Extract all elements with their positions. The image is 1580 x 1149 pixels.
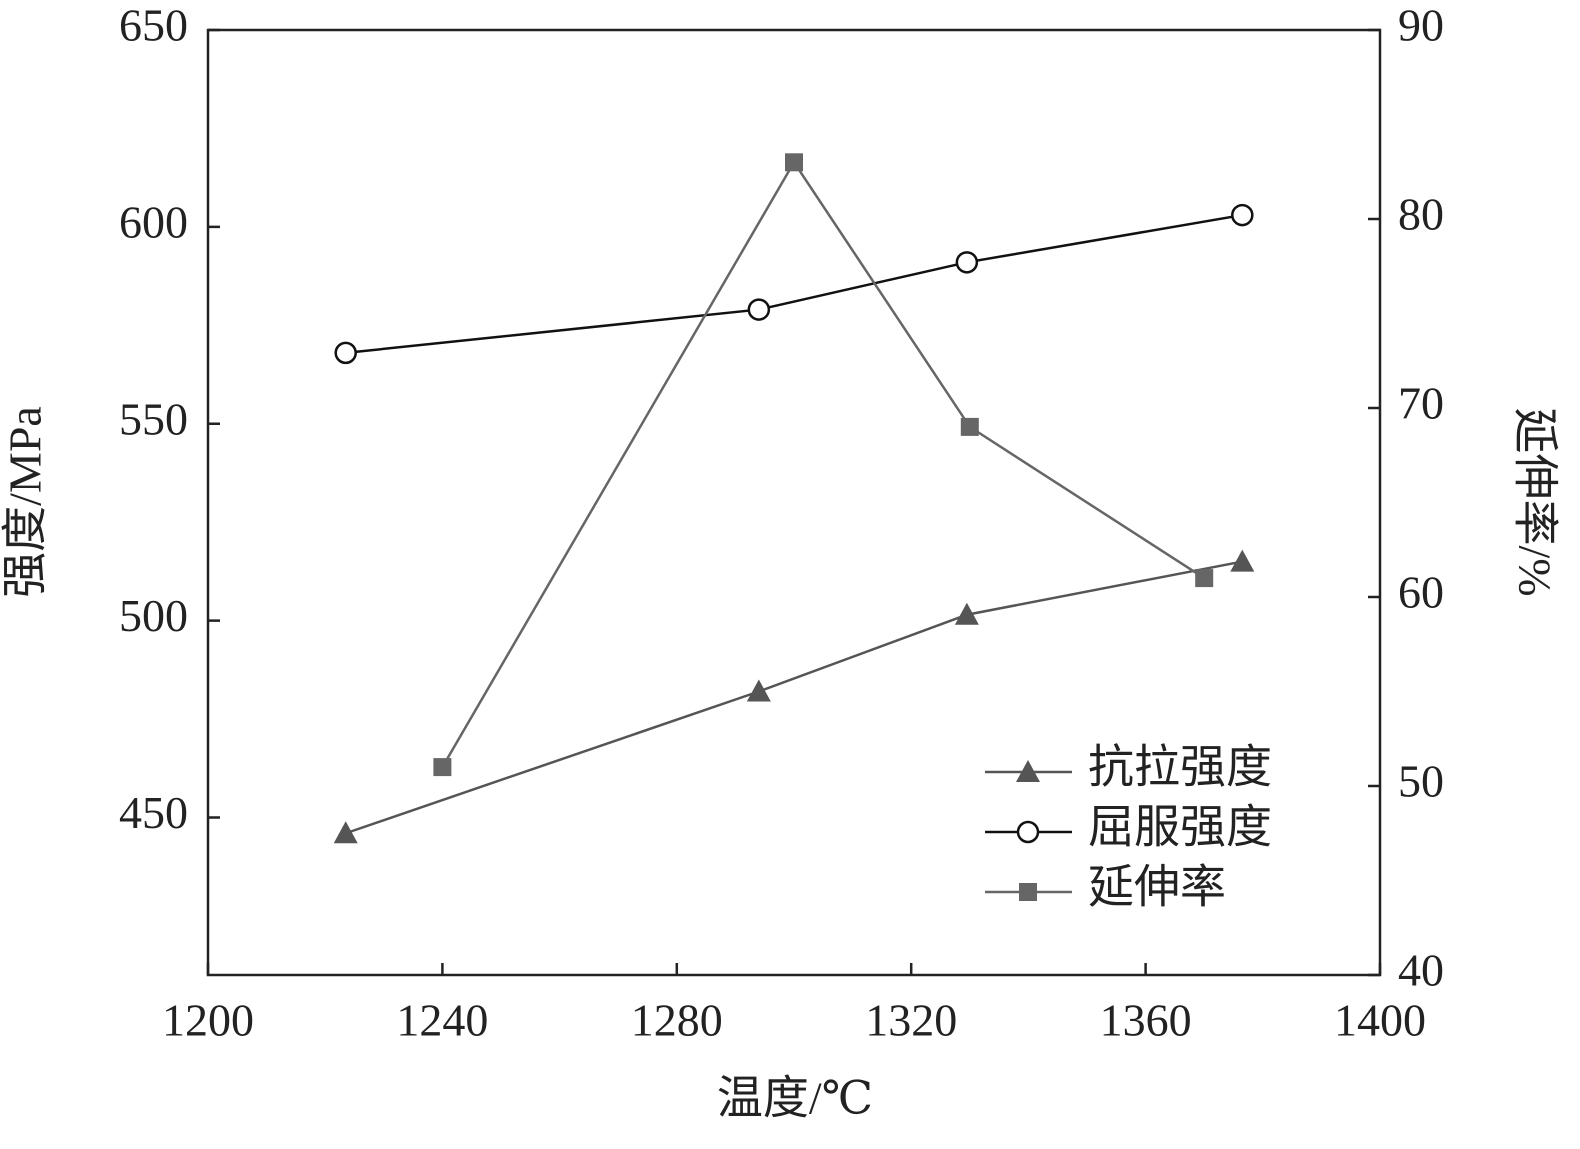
y2-tick-label: 90 (1398, 0, 1444, 51)
marker (433, 758, 452, 777)
legend-label: 延伸率 (1088, 862, 1226, 913)
y2-tick-label: 50 (1398, 756, 1444, 807)
y-tick-label: 500 (119, 590, 188, 641)
marker (334, 341, 357, 365)
y-axis-label: 强度/MPa (0, 406, 51, 598)
y2-axis-label: 延伸率/% (1509, 407, 1560, 596)
x-tick-label: 1280 (631, 995, 723, 1046)
y-tick-label: 600 (119, 196, 188, 247)
y-tick-label: 450 (119, 787, 188, 838)
marker (1195, 569, 1214, 588)
series-line (345, 560, 1243, 835)
marker (747, 298, 771, 321)
y2-tick-label: 70 (1398, 378, 1444, 429)
legend-label: 屈服强度 (1088, 802, 1272, 853)
marker (954, 602, 979, 625)
x-tick-label: 1200 (162, 995, 254, 1046)
legend-marker (1016, 760, 1040, 782)
x-tick-label: 1360 (1100, 995, 1192, 1046)
x-tick-label: 1320 (865, 995, 957, 1046)
marker (955, 251, 979, 274)
series-line (441, 159, 1205, 768)
legend-marker (1016, 820, 1040, 844)
plot-frame (206, 28, 1382, 977)
x-axis-label: 温度/℃ (717, 1073, 873, 1124)
marker (746, 679, 771, 702)
marker (785, 153, 803, 172)
y-tick-label: 650 (119, 0, 188, 51)
legend-marker (1019, 883, 1037, 901)
marker (1231, 203, 1254, 227)
x-tick-label: 1240 (396, 995, 488, 1046)
marker (1230, 549, 1255, 572)
series-line (345, 213, 1243, 355)
y2-tick-label: 40 (1398, 945, 1444, 996)
marker (960, 417, 979, 436)
x-tick-label: 1400 (1334, 995, 1426, 1046)
y2-tick-label: 80 (1398, 189, 1444, 240)
marker (333, 821, 358, 844)
y-tick-label: 550 (119, 393, 188, 444)
y2-tick-label: 60 (1398, 567, 1444, 618)
legend-label: 抗拉强度 (1088, 742, 1272, 793)
